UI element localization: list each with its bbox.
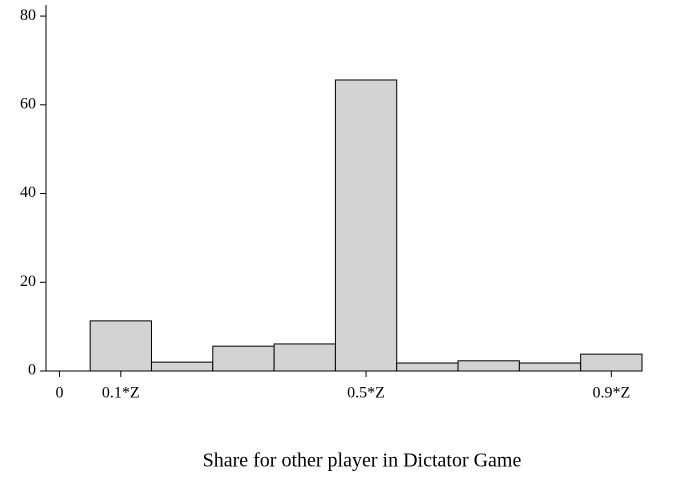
y-tick-label: 60 bbox=[20, 95, 36, 112]
bar bbox=[150, 361, 214, 372]
bar bbox=[273, 343, 336, 372]
bar bbox=[580, 353, 643, 372]
bar bbox=[212, 345, 275, 372]
x-axis-label: Share for other player in Dictator Game bbox=[203, 450, 522, 472]
bar bbox=[457, 360, 520, 372]
y-tick-label: 20 bbox=[20, 273, 36, 290]
x-tick-label: 0.1*Z bbox=[102, 385, 140, 402]
x-tick-label: 0.5*Z bbox=[347, 385, 385, 402]
y-tick-label: 80 bbox=[20, 7, 36, 24]
x-tick-label: 0.9*Z bbox=[592, 385, 630, 402]
bar bbox=[396, 362, 459, 372]
bar bbox=[334, 79, 398, 372]
y-tick-label: 0 bbox=[28, 362, 36, 379]
y-tick-label: 40 bbox=[20, 184, 36, 201]
bar bbox=[89, 320, 152, 372]
x-tick-label: 0 bbox=[55, 385, 63, 402]
bar bbox=[518, 362, 582, 372]
